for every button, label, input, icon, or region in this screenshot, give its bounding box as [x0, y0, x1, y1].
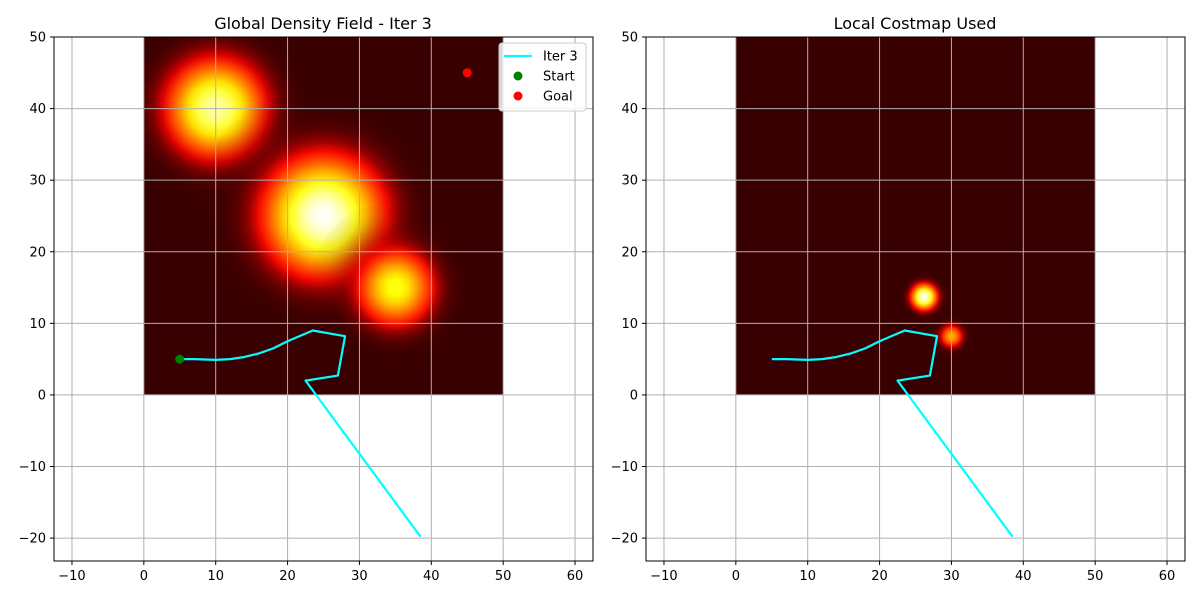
legend-label: Goal — [543, 90, 573, 105]
x-tick-label: 60 — [567, 569, 584, 584]
y-tick-label: −10 — [19, 460, 46, 475]
x-tick-label: 50 — [495, 569, 512, 584]
panel-global-density: Global Density Field - Iter 3 −10 0 10 20 30… — [19, 14, 594, 585]
y-tick-label: −10 — [611, 460, 638, 475]
chart-title: Local Costmap Used — [834, 14, 997, 33]
x-tick-label: 10 — [207, 569, 224, 584]
axes-frame — [53, 36, 594, 562]
y-tick-label: 50 — [29, 31, 46, 46]
y-tick-label: 0 — [38, 388, 46, 403]
x-tick-label: 30 — [351, 569, 368, 584]
y-tick-label: 40 — [29, 102, 46, 117]
field-background — [735, 37, 1096, 395]
density-field — [143, 37, 504, 395]
x-tick-label: −10 — [58, 569, 85, 584]
axes-frame — [645, 36, 1186, 562]
y-tick-label: 20 — [621, 245, 638, 260]
y-tick-label: 30 — [29, 174, 46, 189]
x-tick-label: 60 — [1159, 569, 1176, 584]
y-tick-label: 50 — [621, 31, 638, 46]
tick-layer: −10 0 10 20 30 40 50 60 −20 −10 0 10 20 30 40 50 — [611, 31, 1176, 585]
x-tick-label: −10 — [650, 569, 677, 584]
x-tick-label: 40 — [1015, 569, 1032, 584]
y-tick-label: 0 — [630, 388, 638, 403]
series-layer — [175, 68, 472, 538]
y-tick-label: 30 — [621, 174, 638, 189]
y-tick-label: 10 — [29, 317, 46, 332]
series-layer — [771, 329, 1014, 538]
legend: Iter 3 Start Goal — [498, 42, 587, 112]
start-point — [175, 354, 185, 364]
x-tick-label: 0 — [732, 569, 740, 584]
x-tick-label: 40 — [423, 569, 440, 584]
x-tick-label: 20 — [279, 569, 296, 584]
panel-local-costmap: Local Costmap Used −10 0 10 20 30 40 50 60−20−1… — [611, 14, 1186, 585]
x-tick-label: 30 — [943, 569, 960, 584]
y-tick-label: 20 — [29, 245, 46, 260]
path-line-iter-3 — [179, 329, 422, 538]
legend-label: Start — [543, 70, 575, 85]
y-tick-label: 40 — [621, 102, 638, 117]
x-tick-label: 50 — [1087, 569, 1104, 584]
chart-title: Global Density Field - Iter 3 — [214, 14, 432, 33]
legend-label: Iter 3 — [543, 50, 578, 65]
legend-marker-swatch — [513, 71, 523, 81]
legend-marker-swatch — [513, 91, 523, 101]
x-tick-label: 0 — [140, 569, 148, 584]
y-tick-label: −20 — [611, 532, 638, 547]
costmap-field — [735, 37, 1096, 395]
grid — [646, 36, 1185, 561]
x-tick-label: 20 — [871, 569, 888, 584]
path-line-iter-3 — [771, 329, 1014, 538]
density-blob — [896, 268, 953, 325]
y-tick-label: 10 — [621, 317, 638, 332]
x-tick-label: 10 — [799, 569, 816, 584]
y-tick-label: −20 — [19, 532, 46, 547]
tick-layer: −10 0 10 20 30 40 50 60 −20 −10 0 10 20 30 40 50 — [19, 31, 584, 585]
density-blob — [309, 201, 482, 374]
goal-point — [462, 68, 472, 78]
